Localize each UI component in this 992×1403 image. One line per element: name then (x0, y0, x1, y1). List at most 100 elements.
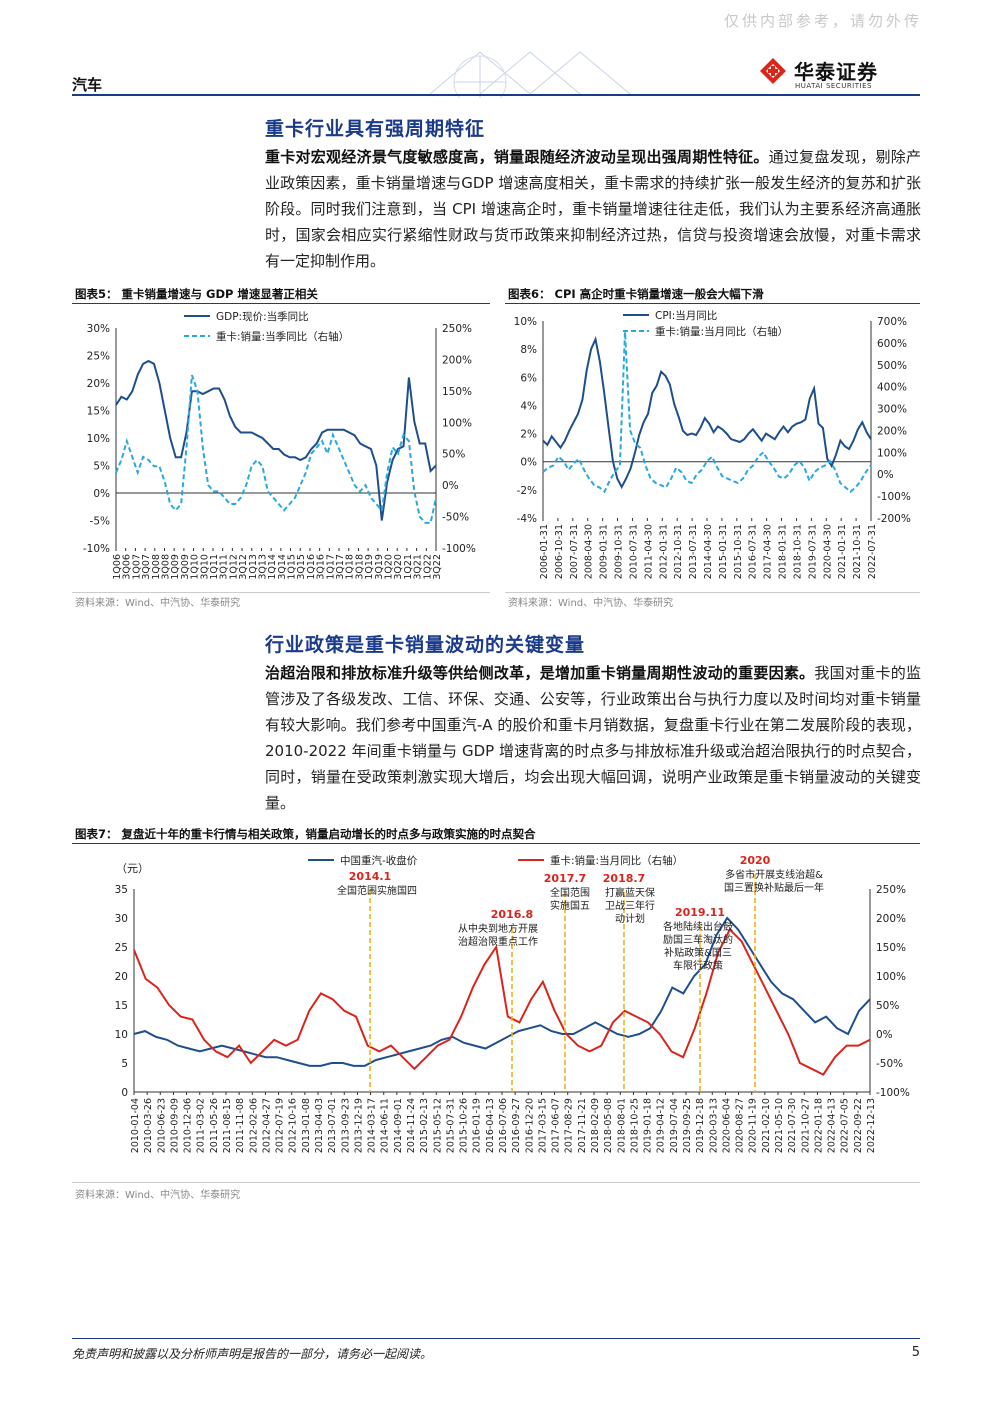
x-tick-label: 2013-09-23 (340, 1098, 351, 1153)
annotation-text: 打赢蓝天保 (605, 886, 655, 899)
x-tick-label: 2019-07-04 (669, 1098, 680, 1153)
x-tick-label: 2011-03-02 (196, 1098, 207, 1153)
annotation-text: 治超治限重点工作 (458, 935, 538, 948)
x-tick-label: 2010-07-31 (628, 524, 639, 579)
x-tick-label: 2022-07-05 (840, 1098, 851, 1153)
x-tick-label: 2011-05-26 (209, 1098, 220, 1153)
x-tick-label: 2010-06-23 (156, 1098, 167, 1153)
series-line-left (542, 336, 872, 490)
x-tick-label: 1Q10 (190, 554, 201, 580)
section-tag: 汽车 (72, 76, 103, 94)
x-tick-label: 1Q21 (403, 554, 414, 580)
header-decoration (429, 51, 631, 98)
x-tick-label: 2014-11-24 (406, 1098, 417, 1153)
x-tick-label: 1Q22 (422, 554, 433, 580)
section1-lead: 重卡对宏观经济景气度敏感度高，销量跟随经济波动呈现出强周期性特征。 (265, 148, 769, 166)
y-left-tick-label: -10% (83, 543, 110, 555)
y-right-tick-label: 50% (876, 1000, 899, 1012)
section1-paragraph: 重卡对宏观经济景气度敏感度高，销量跟随经济波动呈现出强周期性特征。通过复盘发现，… (265, 144, 921, 274)
fig7-title: 图表7： 复盘近十年的重卡行情与相关政策，销量启动增长的时点多与政策实施的时点契… (75, 827, 536, 841)
x-tick-label: 2010-03-26 (143, 1098, 154, 1153)
legend-label: CPI:当月同比 (655, 309, 717, 322)
x-tick-label: 2021-01-31 (837, 524, 848, 579)
x-tick-label: 2016-12-20 (524, 1098, 535, 1153)
fig5-chart: 30% 25% 20% 15% 10% 5% 0% -5% -10% 250% 200% 150% 10… (83, 310, 476, 580)
y-left-tick-label: 10% (87, 433, 110, 445)
x-tick-label: 2013-12-19 (353, 1098, 364, 1153)
x-tick-label: 2012-02-06 (248, 1098, 259, 1153)
x-tick-label: 2019-12-18 (695, 1098, 706, 1153)
y-right-tick-label: -100% (877, 491, 911, 503)
y-left-tick-label: 15 (115, 1000, 128, 1012)
annotation-text: 全国范围实施国四 (337, 884, 417, 897)
annotation-year: 2016.8 (491, 908, 533, 921)
x-tick-label: 2009-01-31 (599, 524, 610, 579)
y-right-tick-label: 0% (442, 480, 459, 492)
x-tick-label: 2016-07-31 (748, 524, 759, 579)
y-left-tick-label: 8% (520, 344, 537, 356)
x-tick-label: 1Q19 (364, 554, 375, 580)
x-tick-label: 2020-08-27 (735, 1098, 746, 1153)
y-right-tick-label: 700% (877, 316, 907, 328)
legend-label: 重卡:销量:当月同比（右轴） (550, 854, 683, 867)
x-tick-label: 1Q12 (228, 554, 239, 580)
annotation-text: 从中央到地方开展 (458, 922, 538, 935)
x-tick-label: 2018-10-31 (792, 524, 803, 579)
x-tick-label: 3Q15 (296, 554, 307, 580)
y-right-tick-label: -100% (876, 1087, 910, 1099)
x-tick-label: 2016-07-06 (498, 1098, 509, 1153)
x-tick-label: 3Q18 (354, 554, 365, 580)
footer-disclaimer: 免责声明和披露以及分析师声明是报告的一部分，请务必一起阅读。 (72, 1347, 433, 1361)
y-right-tick-label: 500% (877, 360, 907, 372)
x-tick-label: 2015-02-13 (419, 1098, 430, 1153)
fig6-chart: 10% 8% 6% 4% 2% 0% -2% -4% 700% 600% 500% 400% 300% 2… (514, 309, 911, 579)
x-tick-label: 2012-10-31 (673, 524, 684, 579)
y-left-tick-label: 10 (115, 1029, 128, 1041)
y-left-tick-label: 30 (115, 913, 128, 925)
y-left-tick-label: 6% (520, 372, 537, 384)
x-tick-label: 1Q14 (267, 554, 278, 580)
y-right-tick-label: -50% (876, 1058, 903, 1070)
x-tick-label: 2018-05-08 (603, 1098, 614, 1153)
x-tick-label: 2017-11-21 (577, 1098, 588, 1153)
y-right-tick-label: 250% (876, 884, 906, 896)
x-tick-label: 3Q10 (199, 554, 210, 580)
y-right-tick-label: 150% (876, 942, 906, 954)
unit-label: （元） (116, 862, 149, 875)
x-tick-label: 2016-01-19 (472, 1098, 483, 1153)
x-tick-label: 1Q18 (345, 554, 356, 580)
x-tick-label: 2017-04-30 (763, 524, 774, 579)
fig5-title: 图表5： 重卡销量增速与 GDP 增速显著正相关 (75, 287, 318, 301)
x-tick-label: 2006-10-31 (554, 524, 565, 579)
y-left-tick-label: 25 (115, 942, 128, 954)
x-tick-label: 3Q12 (238, 554, 249, 580)
annotation-text: 励国三车淘汰的 (663, 933, 733, 946)
x-tick-label: 2012-10-16 (288, 1098, 299, 1153)
annotation-year: 2020 (740, 854, 771, 867)
y-right-tick-label: -200% (877, 513, 911, 525)
x-tick-label: 1Q17 (325, 554, 336, 580)
x-tick-label: 2020-04-30 (822, 524, 833, 579)
fig6-title: 图表6： CPI 高企时重卡销量增速一般会大幅下滑 (508, 287, 764, 301)
y-left-tick-label: 35 (115, 884, 128, 896)
y-right-tick-label: 400% (877, 382, 907, 394)
annotation-text: 多省市开展支线治超& (725, 868, 823, 881)
section2-paragraph: 治超治限和排放标准升级等供给侧改革，是增加重卡销量周期性波动的重要因素。我国对重… (265, 660, 921, 816)
y-right-tick-label: 50% (442, 449, 465, 461)
y-right-tick-label: 0% (877, 469, 894, 481)
y-left-tick-label: 0% (520, 457, 537, 469)
y-right-tick-label: 0% (876, 1029, 893, 1041)
logo: 华泰证券 HUATAI SECURITIES (758, 56, 918, 92)
fig5-source: 资料来源：Wind、中汽协、华泰研究 (75, 598, 241, 609)
x-tick-label: 2013-07-31 (688, 524, 699, 579)
y-right-tick-label: -50% (442, 512, 469, 524)
x-tick-label: 2017-08-29 (564, 1098, 575, 1153)
x-tick-label: 2021-07-30 (787, 1098, 798, 1153)
fig7-source: 资料来源：Wind、中汽协、华泰研究 (75, 1190, 241, 1201)
y-right-tick-label: 100% (442, 417, 472, 429)
x-tick-label: 2015-10-26 (459, 1098, 470, 1153)
x-tick-label: 1Q09 (170, 554, 181, 580)
logo-cn: 华泰证券 (794, 60, 878, 84)
annotation-year: 2014.1 (349, 870, 391, 883)
x-tick-label: 2020-11-19 (748, 1098, 759, 1153)
